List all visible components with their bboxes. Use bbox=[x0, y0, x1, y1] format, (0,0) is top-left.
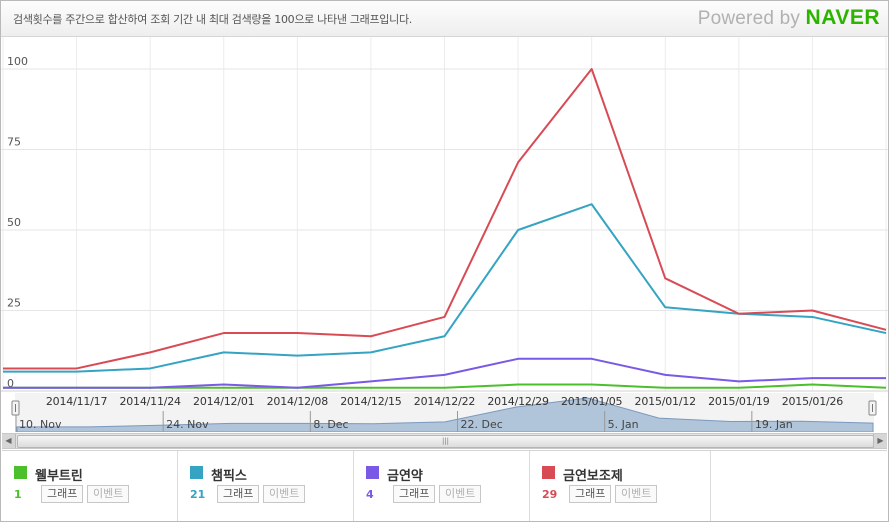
scroll-left-arrow-icon[interactable]: ◀ bbox=[2, 434, 16, 448]
graph-button[interactable]: 그래프 bbox=[393, 485, 436, 503]
legend-panel: 웰부트린 1 그래프 이벤트 챔픽스 21 그래프 이벤트 금연약 4 그래프 … bbox=[2, 450, 887, 521]
scroll-right-arrow-icon[interactable]: ▶ bbox=[873, 434, 887, 448]
legend-item-금연약: 금연약 4 그래프 이벤트 bbox=[354, 451, 530, 521]
time-navigator[interactable]: 2014/11/17 2014/11/24 2014/12/01 2014/12/08… bbox=[11, 393, 888, 432]
series-line-금연약 bbox=[3, 357, 886, 389]
navigator-week-label: 2015/01/12 bbox=[635, 395, 696, 408]
legend-value: 29 bbox=[542, 488, 558, 501]
navigator-week-label: 2014/12/29 bbox=[487, 395, 549, 408]
legend-label: 웰부트린 bbox=[35, 469, 83, 484]
legend-value: 4 bbox=[366, 488, 374, 501]
navigator-date-label: 8. Dec bbox=[313, 418, 348, 431]
legend-item-금연보조제: 금연보조제 29 그래프 이벤트 bbox=[530, 451, 711, 521]
legend-value: 21 bbox=[190, 488, 206, 501]
scroll-thumb[interactable]: ||| bbox=[17, 435, 874, 448]
event-button[interactable]: 이벤트 bbox=[263, 485, 306, 503]
event-button[interactable]: 이벤트 bbox=[87, 485, 130, 503]
legend-label: 챔픽스 bbox=[211, 469, 247, 484]
naver-brand: NAVER bbox=[805, 6, 880, 29]
navigator-week-label: 2015/01/19 bbox=[708, 395, 770, 408]
series-lines bbox=[3, 68, 887, 389]
legend-swatch bbox=[366, 466, 379, 479]
legend-label: 금연보조제 bbox=[563, 469, 623, 484]
legend-item-챔픽스: 챔픽스 21 그래프 이벤트 bbox=[178, 451, 354, 521]
navigator-week-label: 2014/11/17 bbox=[46, 395, 108, 408]
event-button[interactable]: 이벤트 bbox=[615, 485, 658, 503]
legend-swatch bbox=[190, 466, 203, 479]
chart-description: 검색횟수를 주간으로 합산하여 조회 기간 내 최대 검색량을 100으로 나타… bbox=[13, 13, 412, 26]
series-line-금연보조제 bbox=[3, 68, 887, 370]
chart-grid bbox=[1, 37, 888, 392]
header-bar: 검색횟수를 주간으로 합산하여 조회 기간 내 최대 검색량을 100으로 나타… bbox=[1, 1, 888, 37]
navigator-date-label: 10. Nov bbox=[19, 418, 62, 431]
navigator-date-label: 19. Jan bbox=[755, 418, 793, 431]
navigator-week-label: 2015/01/26 bbox=[782, 395, 844, 408]
line-chart: 0 25 50 75 100 2014/11/17 2014/11/24 2014/12/0… bbox=[1, 37, 888, 432]
legend-item-웰부트린: 웰부트린 1 그래프 이벤트 bbox=[2, 451, 178, 521]
graph-button[interactable]: 그래프 bbox=[41, 485, 84, 503]
y-tick-label: 75 bbox=[7, 136, 21, 149]
y-tick-label: 0 bbox=[7, 377, 14, 390]
legend-swatch bbox=[542, 466, 555, 479]
legend-value: 1 bbox=[14, 488, 22, 501]
navigator-week-label: 2014/12/08 bbox=[267, 395, 329, 408]
powered-by-naver-logo: Powered by NAVER bbox=[698, 6, 880, 30]
navigator-week-label: 2014/12/15 bbox=[340, 395, 402, 408]
y-tick-label: 25 bbox=[7, 297, 21, 310]
navigator-week-label: 2014/12/01 bbox=[193, 395, 254, 408]
y-tick-label: 50 bbox=[7, 216, 21, 229]
navigator-week-label: 2015/01/05 bbox=[561, 395, 623, 408]
navigator-week-label: 2014/12/22 bbox=[414, 395, 475, 408]
powered-by-text: Powered by bbox=[697, 8, 801, 29]
horizontal-scrollbar[interactable]: ◀ ||| ▶ bbox=[2, 433, 887, 449]
event-button[interactable]: 이벤트 bbox=[439, 485, 482, 503]
y-tick-label: 100 bbox=[7, 55, 28, 68]
navigator-date-label: 22. Dec bbox=[461, 418, 503, 431]
legend-label: 금연약 bbox=[387, 469, 423, 484]
y-axis: 0 25 50 75 100 bbox=[7, 55, 28, 390]
graph-button[interactable]: 그래프 bbox=[569, 485, 612, 503]
navigator-date-label: 5. Jan bbox=[608, 418, 639, 431]
navigator-week-label: 2014/11/24 bbox=[119, 395, 181, 408]
navigator-area bbox=[16, 397, 874, 432]
navigator-date-label: 24. Nov bbox=[166, 418, 209, 431]
legend-swatch bbox=[14, 466, 27, 479]
graph-button[interactable]: 그래프 bbox=[217, 485, 260, 503]
